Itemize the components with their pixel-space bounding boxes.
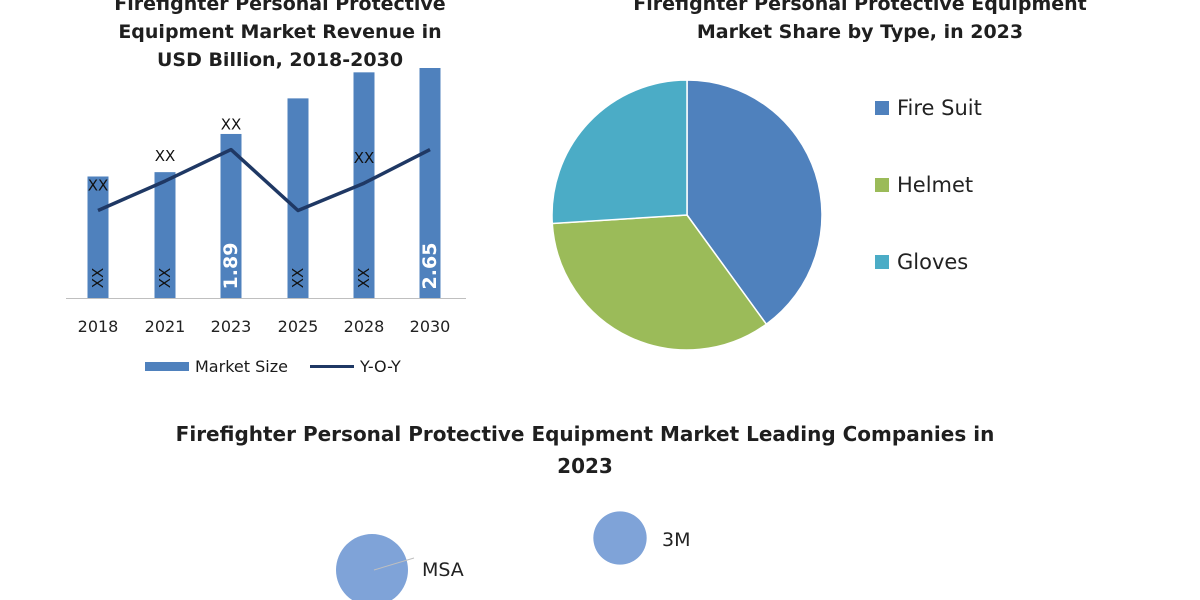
x-tick-label: 2018 xyxy=(78,317,119,336)
x-tick-label: 2021 xyxy=(145,317,186,336)
share-pie-chart xyxy=(551,79,823,351)
market-size-bar xyxy=(287,98,309,299)
company-label: 3M xyxy=(662,529,690,551)
fire-suit-swatch xyxy=(875,101,889,115)
legend-item-gloves: Gloves xyxy=(875,242,982,282)
market-size-bar xyxy=(220,133,242,298)
pie-slice-fire-suit xyxy=(686,79,823,326)
x-tick-label: 2030 xyxy=(410,317,451,336)
bar-data-label: XX xyxy=(89,268,107,289)
revenue-chart-title: Firefighter Personal Protective Equipmen… xyxy=(114,0,446,71)
market-size-legend-swatch xyxy=(145,362,189,371)
yoy-data-label: XX xyxy=(221,116,242,134)
bar-data-label: 1.89 xyxy=(220,243,242,290)
market-size-bar xyxy=(419,68,441,298)
companies-chart-title: Firefighter Personal Protective Equipmen… xyxy=(175,422,995,478)
yoy-legend-label: Y-O-Y xyxy=(359,357,401,376)
yoy-line xyxy=(97,147,431,213)
yoy-data-label: XX xyxy=(88,177,109,195)
revenue-chart-legend: Market Size Y-O-Y xyxy=(145,357,401,376)
x-tick-label: 2025 xyxy=(278,317,319,336)
revenue-bar-chart: XX 2018 XX 2021 1.89 2023 XX 2025 XX 2028 2.65 2030… xyxy=(66,68,466,336)
market-size-bar xyxy=(353,72,375,298)
fire-suit-label: Fire Suit xyxy=(897,96,982,120)
bubble-leader-line xyxy=(373,557,415,571)
legend-item-fire-suit: Fire Suit xyxy=(875,88,982,128)
market-size-bar xyxy=(154,172,176,298)
helmet-swatch xyxy=(875,178,889,192)
yoy-legend-swatch xyxy=(309,365,354,368)
pie-slice-gloves xyxy=(551,79,688,225)
share-chart-title: Firefighter Personal Protective Equipmen… xyxy=(633,0,1087,43)
bar-data-label: 2.65 xyxy=(419,243,441,290)
x-tick-label: 2028 xyxy=(344,317,385,336)
bar-data-label: XX xyxy=(289,268,307,289)
market-size-legend-label: Market Size xyxy=(195,357,288,376)
pie-slice-helmet xyxy=(551,214,768,351)
company-bubble xyxy=(593,511,647,565)
company-label: MSA xyxy=(422,559,464,581)
share-pie-legend: Fire Suit Helmet Gloves xyxy=(875,88,982,319)
helmet-label: Helmet xyxy=(897,173,974,197)
company-bubble xyxy=(336,534,408,600)
bar-data-label: XX xyxy=(156,268,174,289)
yoy-data-label: XX xyxy=(155,147,176,165)
bar-data-label: XX xyxy=(355,268,373,289)
gloves-label: Gloves xyxy=(897,250,969,274)
yoy-data-label: XX xyxy=(354,149,375,167)
x-tick-label: 2023 xyxy=(211,317,252,336)
legend-item-helmet: Helmet xyxy=(875,165,982,205)
gloves-swatch xyxy=(875,255,889,269)
